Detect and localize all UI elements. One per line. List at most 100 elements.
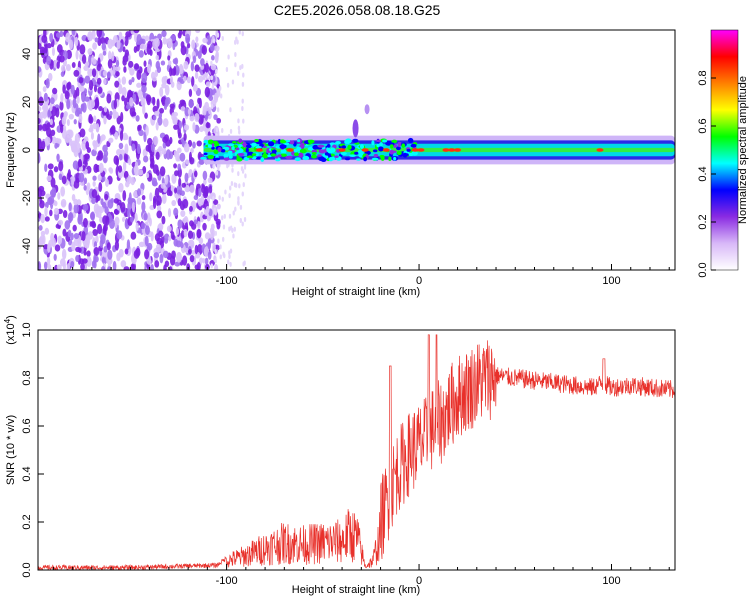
noise-cell <box>182 217 188 224</box>
faint-cell <box>231 167 234 173</box>
noise-cell <box>214 53 219 64</box>
noise-cell <box>144 235 149 247</box>
band-cell <box>371 157 379 161</box>
noise-cell <box>64 220 71 230</box>
noise-cell <box>197 220 201 229</box>
noise-cell <box>165 139 171 147</box>
faint-cell <box>220 93 223 99</box>
noise-cell <box>100 37 106 45</box>
noise-cell <box>191 39 196 50</box>
faint-cell <box>212 163 215 169</box>
noise-cell <box>136 82 142 88</box>
noise-cell <box>139 38 146 45</box>
band-cell <box>326 143 331 148</box>
noise-cell <box>60 93 64 103</box>
noise-cell <box>88 127 94 133</box>
noise-cell <box>78 113 83 124</box>
noise-cell <box>75 255 80 263</box>
bright-spot <box>382 148 390 152</box>
noise-cell <box>142 165 147 174</box>
noise-cell <box>130 263 135 270</box>
noise-cell <box>198 159 205 165</box>
noise-cell <box>75 142 81 154</box>
band-cell <box>208 140 213 145</box>
noise-cell <box>159 253 164 264</box>
band-cell <box>349 154 357 157</box>
noise-cell <box>124 49 129 58</box>
band-cell <box>255 145 262 149</box>
noise-cell <box>63 111 68 117</box>
noise-cell <box>112 260 117 270</box>
noise-cell <box>196 229 202 239</box>
noise-cell <box>139 43 146 50</box>
band-cell <box>220 149 226 153</box>
noise-cell <box>66 119 70 127</box>
noise-cell <box>152 198 157 209</box>
noise-cell <box>39 46 46 56</box>
faint-cell <box>229 261 232 267</box>
faint-cell <box>225 66 229 72</box>
noise-cell <box>167 60 172 66</box>
noise-cell <box>102 50 107 56</box>
faint-cell <box>243 164 247 170</box>
faint-cell <box>221 35 224 41</box>
noise-cell <box>131 201 135 213</box>
colorbar-tick-label: 0.2 <box>697 214 709 229</box>
noise-cell <box>59 30 64 38</box>
band-cell <box>279 144 286 149</box>
noise-cell <box>95 235 99 244</box>
noise-cell <box>209 43 215 52</box>
faint-cell <box>227 259 230 265</box>
noise-cell <box>205 122 211 129</box>
noise-cell <box>74 133 81 144</box>
noise-cell <box>90 132 94 140</box>
noise-cell <box>54 244 61 252</box>
noise-cell <box>56 61 60 69</box>
noise-cell <box>178 120 183 130</box>
noise-cell <box>181 182 187 188</box>
band-cell <box>251 153 257 157</box>
noise-cell <box>64 134 71 144</box>
noise-cell <box>145 144 152 152</box>
bright-spot <box>596 148 604 152</box>
band-cell <box>328 156 334 162</box>
noise-cell <box>197 75 204 83</box>
noise-cell <box>38 139 43 150</box>
bright-spot <box>255 148 263 152</box>
band-cell <box>277 138 281 145</box>
band-cell <box>389 149 395 155</box>
noise-cell <box>180 242 184 249</box>
noise-cell <box>176 251 182 263</box>
faint-cell <box>229 185 232 191</box>
faint-cell <box>215 69 218 75</box>
noise-cell <box>125 31 132 38</box>
band-cell <box>255 157 261 160</box>
band-spike <box>352 119 359 138</box>
faint-cell <box>233 39 237 45</box>
faint-cell <box>237 171 240 177</box>
noise-cell <box>192 84 198 92</box>
band-cell <box>280 148 287 154</box>
band-cell <box>228 155 233 159</box>
y-tick-label: 0.0 <box>21 562 33 577</box>
faint-cell <box>243 260 246 266</box>
faint-cell <box>211 84 215 90</box>
noise-cell <box>83 217 88 228</box>
noise-cell <box>114 216 120 226</box>
noise-cell <box>167 37 173 49</box>
band-cell <box>393 156 397 161</box>
noise-cell <box>183 75 187 82</box>
y-tick-label: -40 <box>21 238 33 254</box>
band-cell <box>371 140 375 146</box>
noise-cell <box>108 137 114 143</box>
noise-cell <box>44 227 50 235</box>
noise-cell <box>178 30 183 37</box>
noise-cell <box>106 242 111 251</box>
noise-cell <box>128 79 133 86</box>
noise-cell <box>141 201 146 212</box>
band-cell <box>200 156 207 160</box>
noise-cell <box>159 87 164 98</box>
noise-cell <box>50 129 56 137</box>
faint-cell <box>234 52 237 58</box>
faint-cell <box>210 263 214 269</box>
